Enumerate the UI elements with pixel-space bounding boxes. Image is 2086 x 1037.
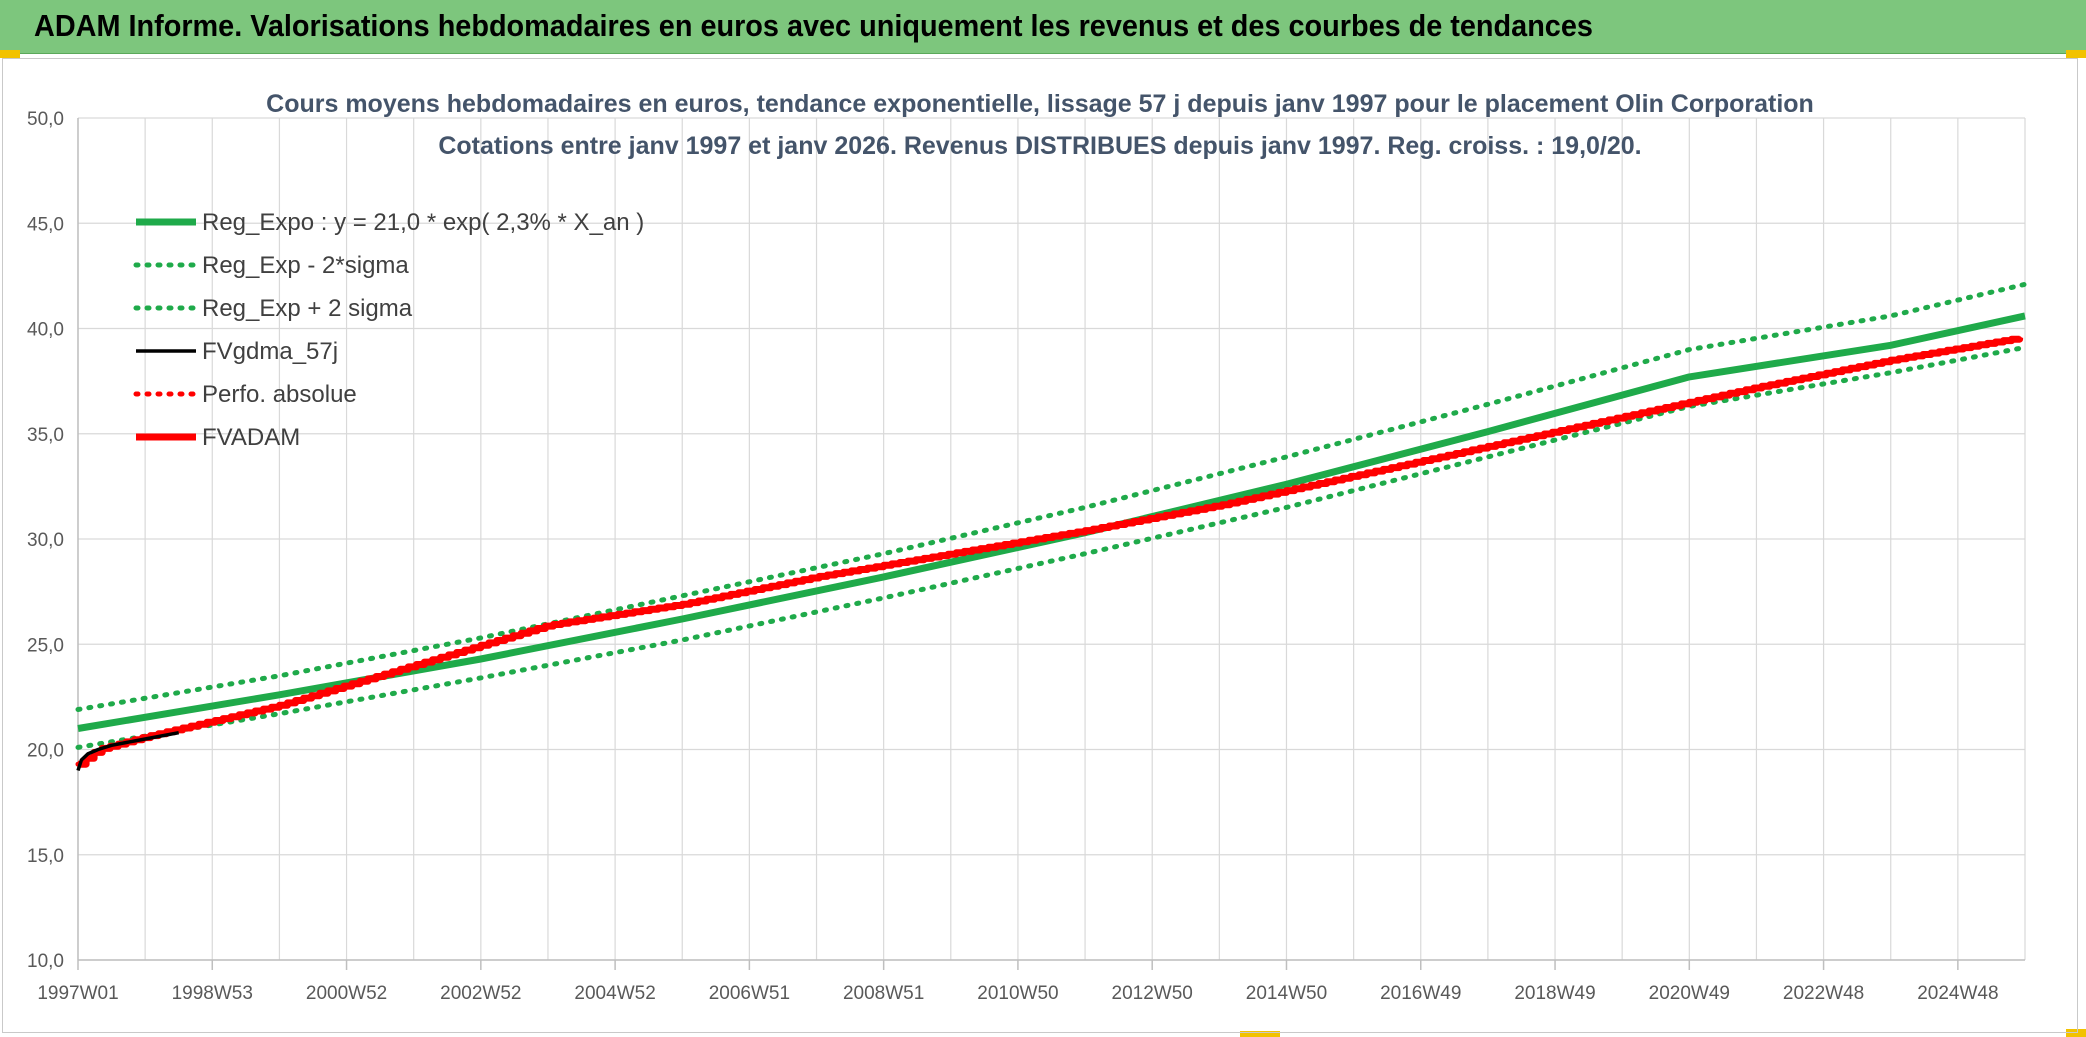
y-tick-label: 25,0 — [27, 635, 64, 656]
report-banner: ADAM Informe. Valorisations hebdomadaire… — [0, 0, 2086, 54]
series-line-4 — [75, 335, 2023, 767]
series-line-2 — [75, 281, 2028, 712]
series-line-5 — [78, 335, 2024, 768]
y-tick-label: 45,0 — [27, 214, 64, 235]
x-tick-label: 2020W49 — [1649, 983, 1730, 1004]
x-tick-label: 2010W50 — [977, 983, 1058, 1004]
series-line-0 — [77, 312, 2026, 732]
x-tick-label: 2000W52 — [306, 983, 387, 1004]
series-line-1 — [75, 344, 2028, 750]
corner-accent-bottom-right — [2066, 1029, 2086, 1037]
legend-entry-label: FVADAM — [202, 424, 300, 451]
chart-title: Cours moyens hebdomadaires en euros, ten… — [266, 90, 1814, 118]
corner-accent-right — [2066, 50, 2086, 58]
x-tick-label: 2004W52 — [574, 983, 655, 1004]
x-tick-label: 2024W48 — [1917, 983, 1998, 1004]
legend-entry-label: Reg_Exp - 2*sigma — [202, 252, 409, 279]
report-banner-title: ADAM Informe. Valorisations hebdomadaire… — [34, 8, 1593, 43]
x-tick-label: 2006W51 — [709, 983, 790, 1004]
chart-frame — [2, 58, 2078, 1033]
y-tick-label: 15,0 — [27, 846, 64, 867]
y-tick-label: 40,0 — [27, 320, 64, 341]
chart-subtitle: Cotations entre janv 1997 et janv 2026. … — [438, 132, 1641, 160]
corner-accent-left — [0, 50, 20, 58]
y-tick-label: 35,0 — [27, 425, 64, 446]
x-tick-label: 2022W48 — [1783, 983, 1864, 1004]
legend-entry-label: Reg_Exp + 2 sigma — [202, 295, 413, 322]
y-tick-label: 50,0 — [27, 109, 64, 130]
x-tick-label: 2002W52 — [440, 983, 521, 1004]
x-tick-label: 2014W50 — [1246, 983, 1327, 1004]
x-tick-label: 1997W01 — [37, 983, 118, 1004]
x-tick-label: 2016W49 — [1380, 983, 1461, 1004]
x-tick-label: 2012W50 — [1112, 983, 1193, 1004]
x-tick-label: 2018W49 — [1514, 983, 1595, 1004]
y-tick-label: 20,0 — [27, 741, 64, 762]
legend-entry-label: FVgdma_57j — [202, 338, 338, 365]
y-tick-label: 30,0 — [27, 530, 64, 551]
x-tick-label: 2008W51 — [843, 983, 924, 1004]
chart-legend: Reg_Expo : y = 21,0 * exp( 2,3% * X_an )… — [133, 209, 644, 451]
legend-entry-label: Reg_Expo : y = 21,0 * exp( 2,3% * X_an ) — [202, 209, 644, 236]
x-tick-label: 1998W53 — [172, 983, 253, 1004]
legend-entry-label: Perfo. absolue — [202, 381, 357, 408]
y-tick-label: 10,0 — [27, 951, 64, 972]
series-layer — [75, 281, 2028, 772]
corner-accent-bottom — [1240, 1031, 1280, 1037]
axis-layer: 10,0 15,0 20,0 25,0 30,0 35,0 40,0 45,0 50,0 1997… — [27, 109, 2025, 1004]
series-line-3 — [76, 730, 180, 772]
